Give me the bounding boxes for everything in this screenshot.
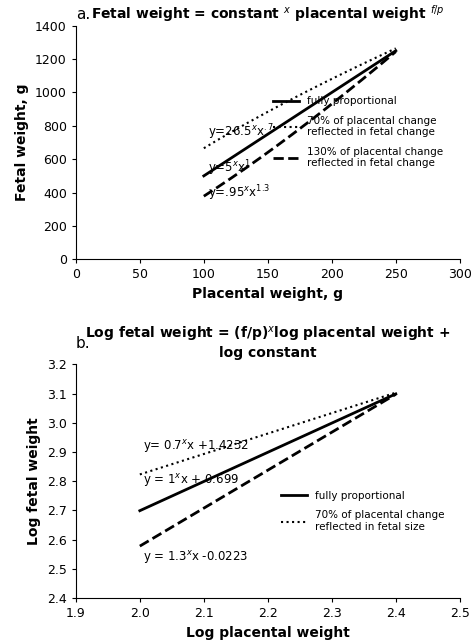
Text: y=26.5$^x$x$^{.7}$: y=26.5$^x$x$^{.7}$: [208, 123, 274, 142]
Text: y=.95$^x$x$^{1.3}$: y=.95$^x$x$^{1.3}$: [208, 184, 270, 203]
Text: a.: a.: [76, 7, 90, 22]
Text: y = 1.3$^x$x -0.0223: y = 1.3$^x$x -0.0223: [143, 549, 248, 566]
X-axis label: Log placental weight: Log placental weight: [186, 626, 350, 640]
Y-axis label: Log fetal weight: Log fetal weight: [27, 417, 41, 545]
Title: Log fetal weight = (f/p)$^x$log placental weight +
log constant: Log fetal weight = (f/p)$^x$log placenta…: [85, 325, 451, 361]
Text: b.: b.: [76, 336, 91, 351]
Title: Fetal weight = constant $^x$ placental weight $^{f/p}$: Fetal weight = constant $^x$ placental w…: [91, 3, 445, 24]
Y-axis label: Fetal weight, g: Fetal weight, g: [15, 84, 29, 201]
Text: y = 1$^x$x + 0.699: y = 1$^x$x + 0.699: [143, 472, 239, 489]
Legend: fully proportional, 70% of placental change
reflected in fetal size: fully proportional, 70% of placental cha…: [281, 491, 445, 532]
Text: y=5$^x$x$^1$: y=5$^x$x$^1$: [208, 159, 251, 178]
Legend: fully proportional, 70% of placental change
reflected in fetal change, 130% of p: fully proportional, 70% of placental cha…: [273, 96, 444, 168]
X-axis label: Placental weight, g: Placental weight, g: [192, 287, 343, 301]
Text: y= 0.7$^x$x +1.4232: y= 0.7$^x$x +1.4232: [143, 439, 249, 455]
